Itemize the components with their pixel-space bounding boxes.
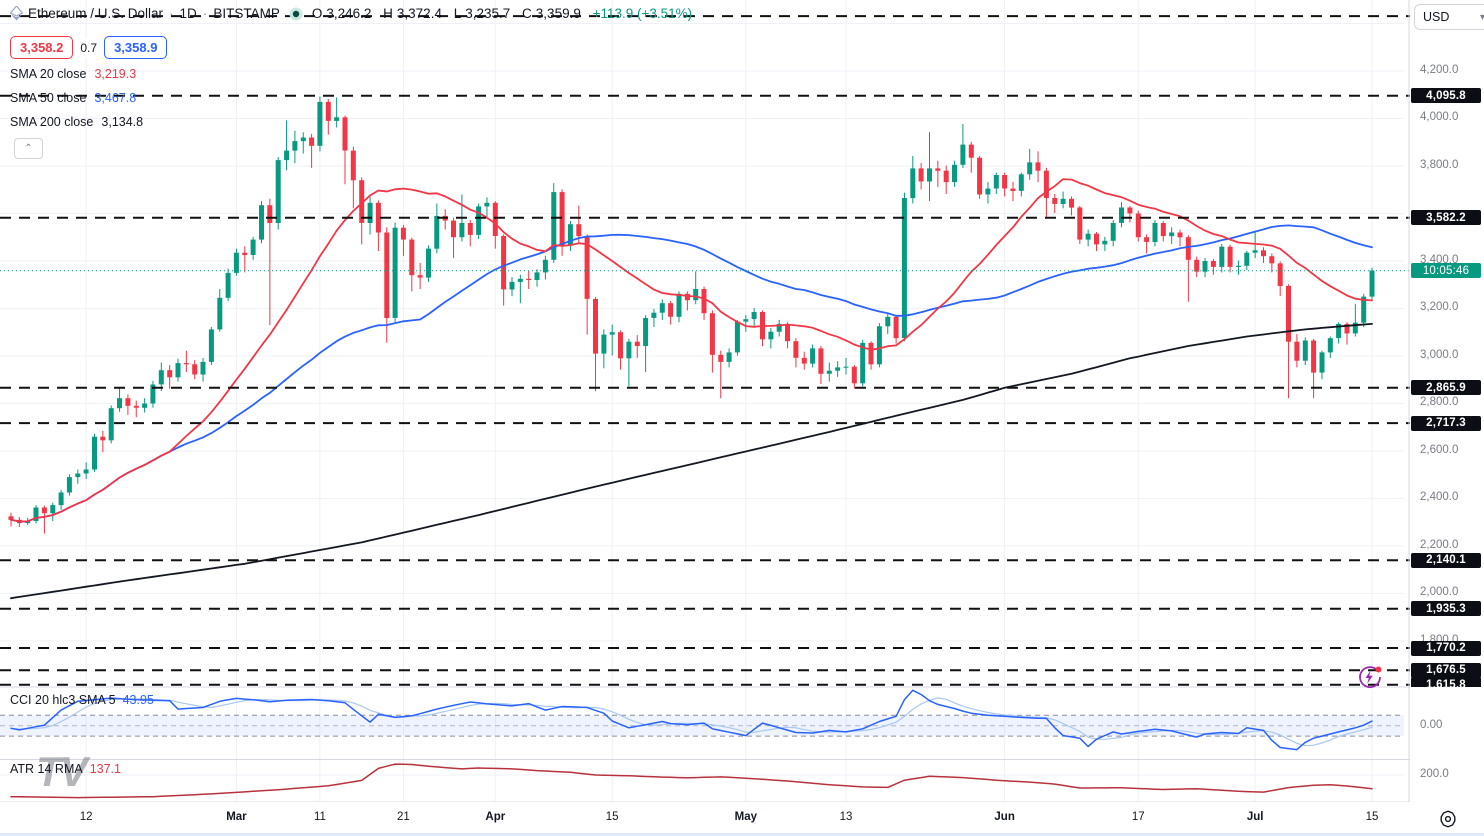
price-axis-label: 2,800.0 [1420,396,1459,409]
price-level-badge: 1,770.2 [1411,640,1481,656]
cci-sma-line [10,697,1373,747]
low-label: L 3,235.7 [453,6,511,21]
exchange-label: BITSTAMP [213,6,280,21]
candles-layer [8,96,1375,534]
sell-button[interactable]: 3,358.2 [10,36,74,59]
atr-axis-label: 200.0 [1420,767,1449,780]
symbol-title[interactable]: Ethereum / U.S. Dollar [28,6,164,21]
price-level-badge: 1,935.3 [1411,601,1481,617]
sma200-legend-row[interactable]: SMA 200 close 3,134.8 [10,115,143,129]
price-axis-label: 2,600.0 [1420,443,1459,456]
interval-button[interactable]: 1D [179,6,197,21]
time-axis-month-label: Jul [1246,811,1264,823]
sma50-legend-row[interactable]: SMA 50 close 3,467.8 [10,91,136,105]
price-axis-label: 3,000.0 [1420,348,1459,361]
atr-line [10,763,1373,799]
separator-dot: · [202,6,208,21]
sma20-line [10,178,1373,523]
price-axis-label: 4,200.0 [1420,64,1459,76]
legend-collapse-button[interactable]: ⌃ [14,138,43,159]
time-axis-day-label: 12 [79,811,93,823]
sma20-legend-row[interactable]: SMA 20 close 3,219.3 [10,67,136,81]
cci-axis-label: 0.00 [1420,718,1443,731]
time-axis-day-label: 15 [1365,811,1379,823]
currency-label: USD [1423,10,1450,24]
sma50-value: 3,467.8 [94,91,137,105]
price-axis[interactable]: 4,200.0 4,000.0 3,800.0 3,400.0 3,200.0 3,000… [1410,0,1484,836]
price-level-badge: 1,615.8 [1411,677,1481,687]
price-level-badge: 1,676.5 [1411,662,1481,678]
sma50-label: SMA 50 close [10,91,87,105]
currency-toggle-button[interactable]: USD ▾ [1414,4,1484,30]
cci-band [0,714,1404,737]
time-axis[interactable]: 12 Mar 11 21 Apr 15 May 13 Jun 17 Jul 15 [0,802,1484,836]
price-axis-labels: 4,200.0 4,000.0 3,800.0 3,400.0 3,200.0 3,000… [1410,0,1484,687]
sma20-value: 3,219.3 [94,67,137,81]
flash-lightning-icon[interactable] [1354,662,1384,692]
high-label: H 3,372.4 [383,6,442,21]
price-axis-label: 3,200.0 [1420,301,1459,314]
price-axis-label: 3,400.0 [1420,253,1459,266]
sma200-value: 3,134.8 [101,115,144,129]
bottom-edge-strip [0,833,1484,836]
market-open-dot [289,7,303,21]
time-axis-day-label: 15 [605,811,619,823]
sma50-line [10,224,1373,523]
price-level-badge: 2,865.9 [1411,380,1481,396]
time-axis-month-label: Jun [994,811,1015,823]
time-axis-month-label: Apr [485,811,506,823]
cci-line [10,689,1373,751]
chevron-down-icon: ▾ [1479,11,1484,23]
price-levels-layer [0,15,1410,686]
cci-value: 43.95 [122,693,154,707]
eth-diamond-icon [10,6,23,21]
price-level-badge: 3,582.2 [1411,210,1481,226]
change-value: +113.9 (+3.51%) [592,6,693,21]
time-axis-day-label: 17 [1131,811,1145,823]
tradingview-watermark-logo: TV [36,748,88,795]
price-axis-label: 4,000.0 [1420,111,1459,124]
symbol-legend: Ethereum / U.S. Dollar · 1D · BITSTAMP O… [10,6,696,21]
time-axis-day-label: 13 [839,811,853,823]
atr-value: 137.1 [89,762,121,776]
axis-settings-gear-icon[interactable] [1437,808,1459,830]
time-axis-month-label: May [734,811,757,823]
time-axis-day-label: 11 [313,811,326,823]
atr-legend-row[interactable]: ATR 14 RMA 137.1 [10,762,121,776]
sma200-label: SMA 200 close [10,115,94,129]
grid-layer [0,0,1404,802]
price-level-badge: 4,095.8 [1411,88,1481,104]
sma200-line [10,322,1373,600]
price-level-badge: 2,140.1 [1411,552,1481,568]
price-axis-label: 2,400.0 [1420,491,1459,504]
separator-dot: · [169,6,174,21]
time-axis-day-label: 21 [397,811,410,823]
sma20-label: SMA 20 close [10,67,87,81]
price-level-badge: 2,717.3 [1411,415,1481,431]
atr-label: ATR 14 RMA [10,762,83,776]
countdown-badge: 10:05:46 [1411,263,1481,279]
chevron-up-icon: ⌃ [24,143,33,154]
open-label: O 3,246.2 [311,6,372,21]
spread-value: 0.7 [73,37,105,58]
time-axis-month-label: Mar [226,811,247,823]
cci-legend-row[interactable]: CCI 20 hlc3 SMA 5 43.95 [10,693,154,707]
price-axis-label: 3,800.0 [1420,158,1459,171]
trade-buttons: 3,358.2 0.7 3,358.9 [10,36,168,59]
buy-button[interactable]: 3,358.9 [104,36,168,59]
ohlc-values: O 3,246.2 H 3,372.4 L 3,235.7 C 3,359.9 +113… [312,6,696,21]
cci-label: CCI 20 hlc3 SMA 5 [10,693,116,707]
price-axis-label: 2,200.0 [1420,538,1459,551]
close-label: C 3,359.9 [522,6,581,21]
price-axis-label: 2,000.0 [1420,586,1459,599]
